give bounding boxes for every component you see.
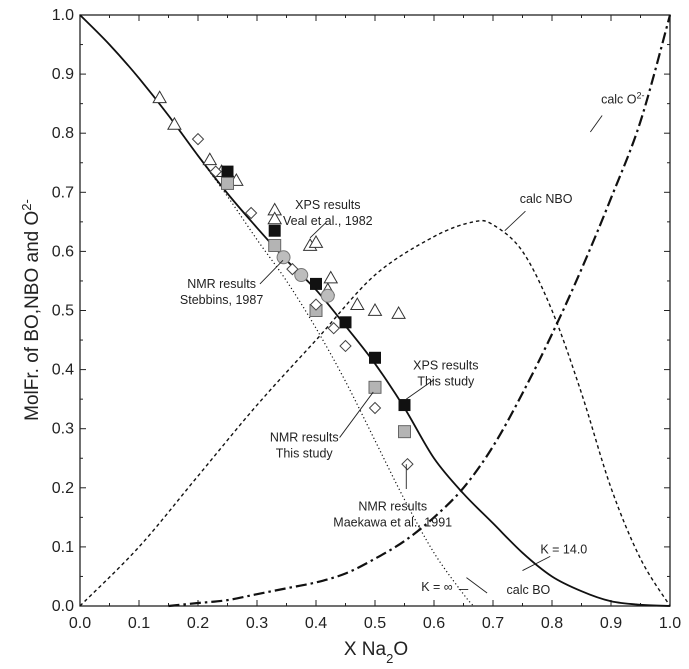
x-axis-title: X Na2O	[344, 639, 408, 666]
annotation-leader	[259, 259, 284, 285]
diamond-marker	[368, 401, 382, 415]
x-tick-label: 0.3	[246, 615, 268, 632]
x-tick-label: 0.0	[69, 615, 91, 632]
annotation-leader	[522, 555, 551, 571]
x-tick-label: 0.2	[187, 615, 209, 632]
chart-axes: 0.0 0.1 0.2 0.3 0.4 0.5 0.6 0.7 0.8 0.9 1.0 0.0 0.1 0…	[52, 7, 681, 632]
annotation-label: XPS results	[295, 198, 360, 212]
y-tick-label: 0.1	[52, 539, 74, 556]
annotation-label: K = 14.0	[540, 542, 587, 556]
circle-gray-marker	[320, 288, 335, 303]
diamond-marker	[339, 339, 352, 353]
square-gray-marker	[398, 425, 411, 439]
y-tick-label: 0.9	[52, 66, 74, 83]
square-filled-marker	[310, 277, 322, 290]
square-filled-marker	[268, 224, 281, 237]
annotation-label: Maekawa et al., 1991	[333, 515, 452, 529]
x-tick-label: 0.1	[128, 615, 150, 632]
diamond-marker	[309, 298, 323, 311]
annotation-label: This study	[417, 375, 475, 389]
triangle-marker	[349, 297, 365, 310]
triangle-marker	[323, 270, 339, 284]
square-filled-marker	[339, 316, 352, 329]
y-tick-label: 0.6	[52, 243, 74, 260]
square-gray-marker	[268, 238, 282, 252]
square-gray-marker	[221, 176, 234, 190]
chart-annotations: XPS results Veal et al., 1982 NMR results S…	[180, 91, 645, 598]
annotation-label: Stebbins, 1987	[180, 293, 263, 307]
y-tick-label: 1.0	[52, 7, 74, 24]
y-tick-label: 0.4	[52, 362, 74, 379]
x-tick-label: 1.0	[659, 615, 681, 632]
square-filled-marker	[398, 399, 411, 412]
annotation-label: calc O2-	[601, 91, 644, 107]
y-tick-label: 0.7	[52, 184, 74, 201]
annotation-leader	[589, 115, 603, 133]
triangle-marker	[308, 235, 324, 248]
annotation-label: XPS results	[413, 359, 478, 373]
diamond-marker	[244, 206, 258, 220]
triangle-marker	[152, 90, 168, 104]
curve-dotted	[79, 14, 474, 607]
triangle-marker	[391, 305, 406, 319]
annotation-label: NMR results	[358, 499, 427, 513]
annotation-label: K = ∞	[421, 580, 453, 594]
annotation-leader	[309, 222, 326, 239]
diamond-marker	[401, 457, 414, 471]
triangle-marker	[202, 152, 218, 166]
triangle-marker	[167, 116, 182, 130]
diamond-marker	[209, 165, 222, 178]
y-tick-label: 0.2	[52, 480, 74, 497]
y-tick-label: 0.0	[52, 598, 74, 615]
square-gray-marker	[368, 380, 382, 394]
y-tick-label: 0.8	[52, 125, 74, 142]
diamond-marker	[191, 132, 205, 146]
y-tick-label: 0.5	[52, 303, 74, 320]
annotation-leader	[504, 210, 526, 232]
annotation-leader	[339, 391, 374, 438]
triangle-marker	[267, 211, 283, 225]
triangle-marker	[367, 302, 383, 316]
circle-gray-marker	[276, 250, 291, 265]
annotation-leader	[466, 577, 488, 594]
y-axis-title: MolFr. of BO,NBO and O2-	[19, 199, 44, 421]
annotation-label: calc NBO	[520, 192, 573, 206]
x-tick-label: 0.6	[423, 615, 445, 632]
circle-gray-marker	[294, 268, 309, 283]
annotation-label: This study	[276, 447, 334, 461]
square-filled-marker	[369, 351, 381, 364]
annotation-label: NMR results	[187, 277, 256, 291]
y-tick-label: 0.3	[52, 421, 74, 438]
chart-points	[152, 90, 414, 471]
annotation-leader	[406, 379, 435, 400]
curve-dashdot	[168, 14, 672, 608]
x-tick-label: 0.5	[364, 615, 386, 632]
x-tick-label: 0.4	[305, 615, 327, 632]
square-filled-marker	[221, 165, 234, 178]
annotation-label: calc BO	[507, 583, 551, 597]
annotation-label: NMR results	[270, 431, 339, 445]
x-tick-label: 0.9	[600, 615, 622, 632]
diamond-marker	[286, 262, 299, 276]
annotation-label: Veal et al., 1982	[283, 214, 373, 228]
x-tick-label: 0.7	[482, 615, 504, 632]
diamond-marker	[327, 322, 340, 335]
x-tick-label: 0.8	[541, 615, 563, 632]
